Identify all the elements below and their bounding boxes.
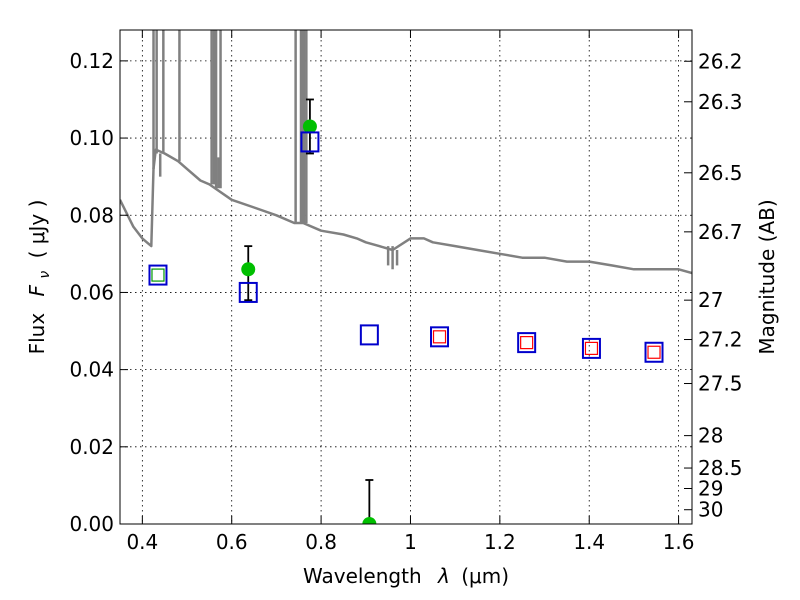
y2-tick-label: 26.5	[698, 161, 743, 185]
y-tick-label: 0.10	[69, 126, 114, 150]
y-axis-label-unit: ( μJy )	[25, 200, 49, 259]
y-axis-label-symbol: F	[25, 284, 49, 296]
y2-tick-label: 27	[698, 288, 723, 312]
inner-square-marker	[151, 268, 165, 282]
model-photometry-square	[581, 337, 601, 359]
x-axis-label-symbol: λ	[437, 564, 450, 588]
y2-tick-label: 30	[698, 498, 723, 522]
y-axis-label-subscript: ν	[37, 271, 53, 279]
y2-tick-label: 28.5	[698, 456, 743, 480]
y2-tick-label: 27.5	[698, 372, 743, 396]
axes-frame	[119, 29, 693, 525]
x-tick-label: 1.4	[573, 530, 605, 554]
inner-square-marker	[520, 336, 534, 350]
y2-axis-label: Magnitude (AB)	[755, 199, 779, 354]
model-photometry-square	[430, 326, 450, 348]
plot-area	[120, 30, 692, 524]
model-photometry-square	[644, 341, 664, 363]
y2-tick-label: 27.2	[698, 328, 743, 352]
inner-square-marker	[432, 330, 447, 344]
observed-point	[302, 119, 317, 134]
y2-tick-label: 28	[698, 424, 723, 448]
series-group	[120, 30, 692, 524]
y-tick-label: 0.02	[69, 435, 114, 459]
x-tick-label: 1.2	[484, 530, 516, 554]
inner-square-marker	[647, 345, 661, 359]
x-tick-label: 1.6	[663, 530, 695, 554]
inner-square-marker	[584, 341, 599, 355]
model-photometry-square	[517, 332, 537, 354]
y-tick-label: 0.12	[69, 49, 114, 73]
y2-tick-label: 26.3	[698, 90, 743, 114]
model-photometry-square	[300, 131, 320, 153]
y2-tick-label: 26.7	[698, 220, 743, 244]
y-axis-label-text: Flux	[25, 313, 49, 355]
x-axis-label-unit: (μm)	[461, 564, 509, 588]
y-axis-label: Flux F ν ( μJy )	[25, 200, 54, 355]
y-tick-label: 0.04	[69, 358, 114, 382]
y-tick-label: 0.06	[69, 280, 114, 304]
model-photometry-square	[148, 264, 168, 286]
y-tick-label: 0.08	[69, 203, 114, 227]
ticks: 0.4 0.6 0.8 1 1.2 1.4 1.6 0.00 0.02 0.04 0.06 0.08 0…	[69, 30, 743, 554]
x-tick-label: 1	[404, 530, 417, 554]
y-tick-label: 0.00	[69, 512, 114, 536]
x-tick-label: 0.4	[126, 530, 158, 554]
x-tick-label: 0.8	[305, 530, 337, 554]
y2-tick-label: 26.2	[698, 49, 743, 73]
model-photometry-square	[238, 281, 258, 303]
x-axis-label-text: Wavelength	[303, 564, 422, 588]
x-tick-label: 0.6	[216, 530, 248, 554]
x-axis-label: Wavelength λ (μm)	[303, 564, 509, 588]
observed-point	[362, 517, 377, 524]
y2-tick-label: 29	[698, 476, 723, 500]
model-photometry-square	[359, 324, 379, 346]
observed-point	[241, 262, 256, 277]
